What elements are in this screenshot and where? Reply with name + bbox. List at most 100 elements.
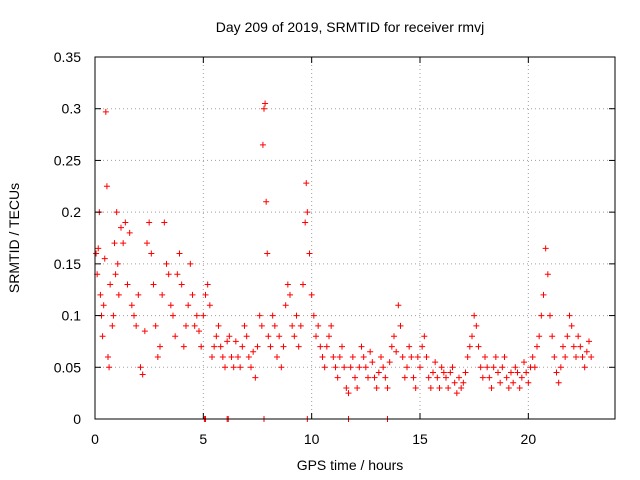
data-point (458, 384, 465, 391)
y-axis: 0 0.05 0.1 0.15 0.2 0.25 0.3 0.35 (54, 49, 615, 427)
data-point (440, 369, 447, 376)
data-point (109, 322, 116, 329)
data-point (245, 353, 252, 360)
data-point (230, 364, 237, 371)
data-point (542, 245, 549, 252)
data-point (349, 353, 356, 360)
x-tick-label: 15 (412, 431, 428, 447)
data-point (200, 312, 207, 319)
data-points (93, 100, 595, 422)
data-point (451, 379, 458, 386)
data-point (107, 281, 114, 288)
data-point (347, 364, 354, 371)
data-point (258, 322, 265, 329)
data-point (178, 281, 185, 288)
data-point (525, 379, 532, 386)
data-point (345, 390, 352, 397)
data-point (150, 281, 157, 288)
x-tick-label: 10 (304, 431, 320, 447)
data-point (557, 364, 564, 371)
data-point (269, 312, 276, 319)
x-axis: 0 5 10 15 20 (91, 57, 536, 447)
data-point (544, 271, 551, 278)
data-point (313, 333, 319, 340)
y-tick-label: 0.3 (62, 101, 82, 117)
data-point (239, 343, 246, 350)
data-point (462, 369, 469, 376)
chart-title: Day 209 of 2019, SRMTID for receiver rmv… (216, 19, 484, 35)
data-point (137, 364, 144, 371)
data-point (497, 379, 504, 386)
y-tick-label: 0.05 (54, 359, 81, 375)
x-axis-label: GPS time / hours (297, 457, 404, 473)
data-point (302, 219, 309, 226)
data-point (460, 379, 467, 386)
data-point (304, 209, 311, 216)
data-point (157, 343, 163, 350)
data-point (586, 338, 592, 345)
data-point (297, 322, 304, 329)
data-point (112, 271, 119, 278)
data-point (475, 343, 482, 350)
data-point (354, 384, 361, 391)
data-point (423, 353, 430, 360)
y-tick-label: 0.1 (62, 308, 82, 324)
data-point (553, 369, 560, 376)
data-point (141, 328, 148, 335)
data-point (386, 359, 393, 366)
data-point (343, 384, 350, 391)
data-point (380, 364, 387, 371)
data-point (438, 364, 445, 371)
data-point (315, 322, 322, 329)
data-point (135, 291, 142, 298)
data-point (265, 333, 272, 340)
data-point (152, 322, 159, 329)
data-point (295, 343, 302, 350)
data-point (183, 322, 189, 329)
data-point (252, 374, 259, 381)
data-point (115, 291, 122, 298)
data-point (326, 333, 332, 340)
data-point (432, 359, 439, 366)
data-point (100, 302, 107, 309)
data-point (204, 281, 211, 288)
data-point (588, 353, 595, 360)
data-point (101, 255, 108, 262)
data-point (93, 250, 100, 257)
data-point (282, 302, 289, 309)
data-point (110, 312, 117, 319)
data-point (237, 364, 244, 371)
data-point (103, 183, 110, 190)
data-point (174, 271, 181, 278)
data-point (235, 353, 241, 360)
data-point (427, 384, 434, 391)
data-point (323, 343, 330, 350)
data-point (97, 291, 104, 298)
data-point (534, 343, 540, 350)
data-point (501, 353, 508, 360)
data-point (456, 374, 462, 381)
data-point (436, 384, 443, 391)
data-point (124, 281, 131, 288)
data-point (95, 245, 102, 252)
data-point (144, 240, 150, 247)
data-point (560, 343, 566, 350)
data-point (471, 312, 478, 319)
x-tick-label: 0 (91, 431, 99, 447)
data-point (360, 353, 367, 360)
data-point (464, 353, 471, 360)
data-point (499, 364, 506, 371)
data-point (410, 374, 417, 381)
data-point (339, 343, 345, 350)
plot-frame (94, 56, 616, 420)
data-point (102, 108, 109, 115)
data-point (453, 390, 460, 397)
data-point (196, 328, 202, 335)
data-point (503, 374, 510, 381)
data-point (128, 302, 135, 309)
data-point (408, 353, 415, 360)
y-tick-label: 0.2 (62, 204, 82, 220)
data-point (336, 353, 343, 360)
data-point (540, 291, 547, 298)
data-point (187, 260, 194, 267)
